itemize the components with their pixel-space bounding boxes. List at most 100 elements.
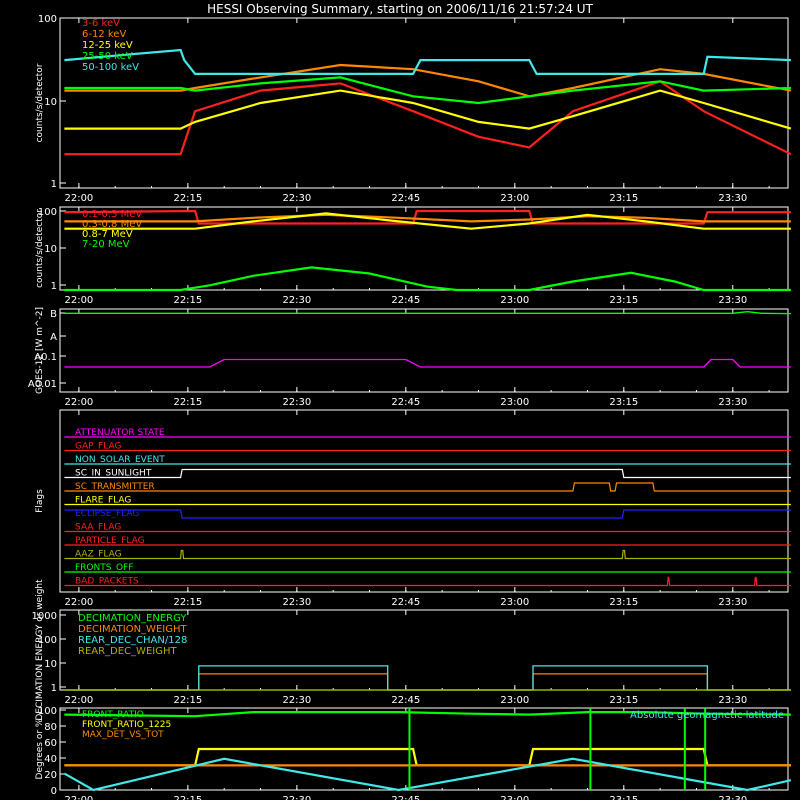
annotation-label: Absolute geomagnetic latitude [630, 710, 784, 721]
time-tick-label: 22:15 [173, 295, 202, 306]
series-line-goes-1 [64, 358, 791, 368]
series-line-goes-0 [64, 311, 791, 315]
series-line-count_rates-1 [64, 63, 792, 98]
panel-goes: 22:00 22:15 22:30 22:45 23:00 23:15 23:30 A0.01… [28, 307, 791, 408]
time-tick-label: 22:00 [64, 695, 93, 706]
flag-label: ECLIPSE_FLAG [75, 509, 139, 519]
series-line-ratios-1 [64, 747, 791, 767]
flag-label: BAD_PACKETS [75, 577, 139, 587]
series-line-decimation-2 [64, 665, 791, 691]
y-tick-label: 1000 [32, 611, 57, 622]
time-tick-label: 22:00 [64, 193, 93, 204]
y-tick-label: 100 [38, 207, 57, 218]
y-tick-label: 40 [44, 754, 57, 765]
y-tick-label: 10 [44, 659, 57, 670]
y-axis-label: GOES-12 [W m^-2] [35, 307, 45, 394]
time-tick-label: 22:45 [391, 795, 420, 800]
y-tick-label: A0.1 [34, 352, 57, 363]
flag-line-11 [64, 576, 791, 587]
legend-entry: 25-50 keV [82, 51, 133, 62]
flag-label: FLARE_FLAG [75, 496, 131, 506]
time-tick-label: 23:30 [718, 397, 747, 408]
legend-entry: FRONT_RATIO_1225 [82, 720, 171, 730]
series-line-decimation-1 [64, 673, 791, 691]
legend-entry: MAX_DET_VS_TOT [82, 730, 164, 740]
y-tick-label: 1 [51, 179, 57, 190]
flag-label: SC_IN_SUNLIGHT [75, 469, 152, 479]
panel-flags: 22:00 22:15 22:30 22:45 23:00 23:15 23:30 Flags… [35, 409, 791, 608]
y-tick-label: 10 [44, 244, 57, 255]
time-tick-label: 23:30 [718, 193, 747, 204]
time-tick-label: 23:15 [609, 397, 638, 408]
time-tick-label: 22:45 [391, 695, 420, 706]
time-tick-label: 23:30 [718, 795, 747, 800]
figure-title: HESSI Observing Summary, starting on 200… [207, 2, 593, 16]
time-tick-label: 22:15 [173, 795, 202, 800]
series-line-high_energy-0 [64, 209, 791, 225]
panel-frame [59, 409, 789, 593]
y-tick-label: A [50, 332, 57, 343]
time-tick-label: 22:45 [391, 597, 420, 608]
time-tick-label: 22:00 [64, 295, 93, 306]
time-tick-label: 23:00 [500, 193, 529, 204]
time-tick-label: 22:45 [391, 397, 420, 408]
time-tick-label: 22:15 [173, 597, 202, 608]
flag-label: ATTENUATOR STATE [75, 428, 165, 438]
panel-frame [59, 707, 789, 791]
y-tick-label: 60 [44, 738, 57, 749]
y-tick-label: 0 [51, 786, 57, 797]
panel-count_rates: 22:00 22:15 22:30 22:45 23:00 23:15 23:30 1 10 10… [35, 14, 792, 204]
y-tick-label: 20 [44, 770, 57, 781]
flag-line-9 [64, 549, 791, 560]
legend-entry: 12-25 keV [82, 40, 133, 51]
flag-line-4 [64, 482, 791, 492]
time-tick-label: 23:15 [609, 597, 638, 608]
time-tick-label: 22:30 [282, 295, 311, 306]
time-tick-label: 23:30 [718, 597, 747, 608]
legend-entry: DECIMATION_ENERGY [78, 613, 187, 624]
flag-label: SAA_FLAG [75, 523, 121, 533]
legend-entry: REAR_DEC_WEIGHT [78, 646, 177, 657]
time-tick-label: 23:00 [500, 295, 529, 306]
time-tick-label: 22:15 [173, 397, 202, 408]
flag-line-3 [64, 468, 791, 479]
series-line-high_energy-1 [64, 213, 791, 223]
series-line-count_rates-3 [64, 76, 791, 105]
flag-label: PARTICLE_FLAG [75, 536, 145, 546]
time-tick-label: 23:30 [718, 695, 747, 706]
legend-entry: FRONT_RATIO [82, 710, 144, 720]
time-tick-label: 22:15 [173, 193, 202, 204]
panel-frame [59, 308, 789, 393]
y-axis-label: counts/s/detector [35, 63, 45, 142]
panel-decimation: 22:00 22:15 22:30 22:45 23:00 23:15 23:30 1 10 10… [32, 579, 791, 721]
flag-label: FRONTS_OFF [75, 563, 133, 573]
time-tick-label: 23:00 [500, 597, 529, 608]
panel-high_energy: 22:00 22:15 22:30 22:45 23:00 23:15 23:30 1 10 10… [35, 206, 791, 306]
series-line-count_rates-4 [64, 48, 791, 76]
time-tick-label: 22:00 [64, 397, 93, 408]
time-tick-label: 22:30 [282, 193, 311, 204]
time-tick-label: 22:30 [282, 695, 311, 706]
time-tick-label: 23:00 [500, 397, 529, 408]
time-tick-label: 22:00 [64, 795, 93, 800]
time-tick-label: 22:30 [282, 597, 311, 608]
legend-entry: REAR_DEC_CHAN/128 [78, 635, 187, 646]
flag-label: GAP_FLAG [75, 442, 121, 452]
time-tick-label: 23:15 [609, 695, 638, 706]
flag-line-6 [64, 509, 791, 519]
series-line-count_rates-2 [64, 89, 792, 130]
y-tick-label: 1 [51, 281, 57, 292]
flag-label: AAZ_FLAG [75, 550, 122, 560]
y-tick-label: 100 [38, 14, 57, 25]
y-tick-label: 100 [38, 635, 57, 646]
y-tick-label: 100 [38, 706, 57, 717]
time-tick-label: 22:45 [391, 193, 420, 204]
legend-entry: DECIMATION_WEIGHT [78, 624, 187, 635]
panel-frame [59, 17, 789, 189]
series-line-ratios-0 [64, 710, 791, 718]
y-axis-label: Degrees or % [35, 718, 45, 779]
time-tick-label: 23:00 [500, 695, 529, 706]
time-tick-label: 22:45 [391, 295, 420, 306]
